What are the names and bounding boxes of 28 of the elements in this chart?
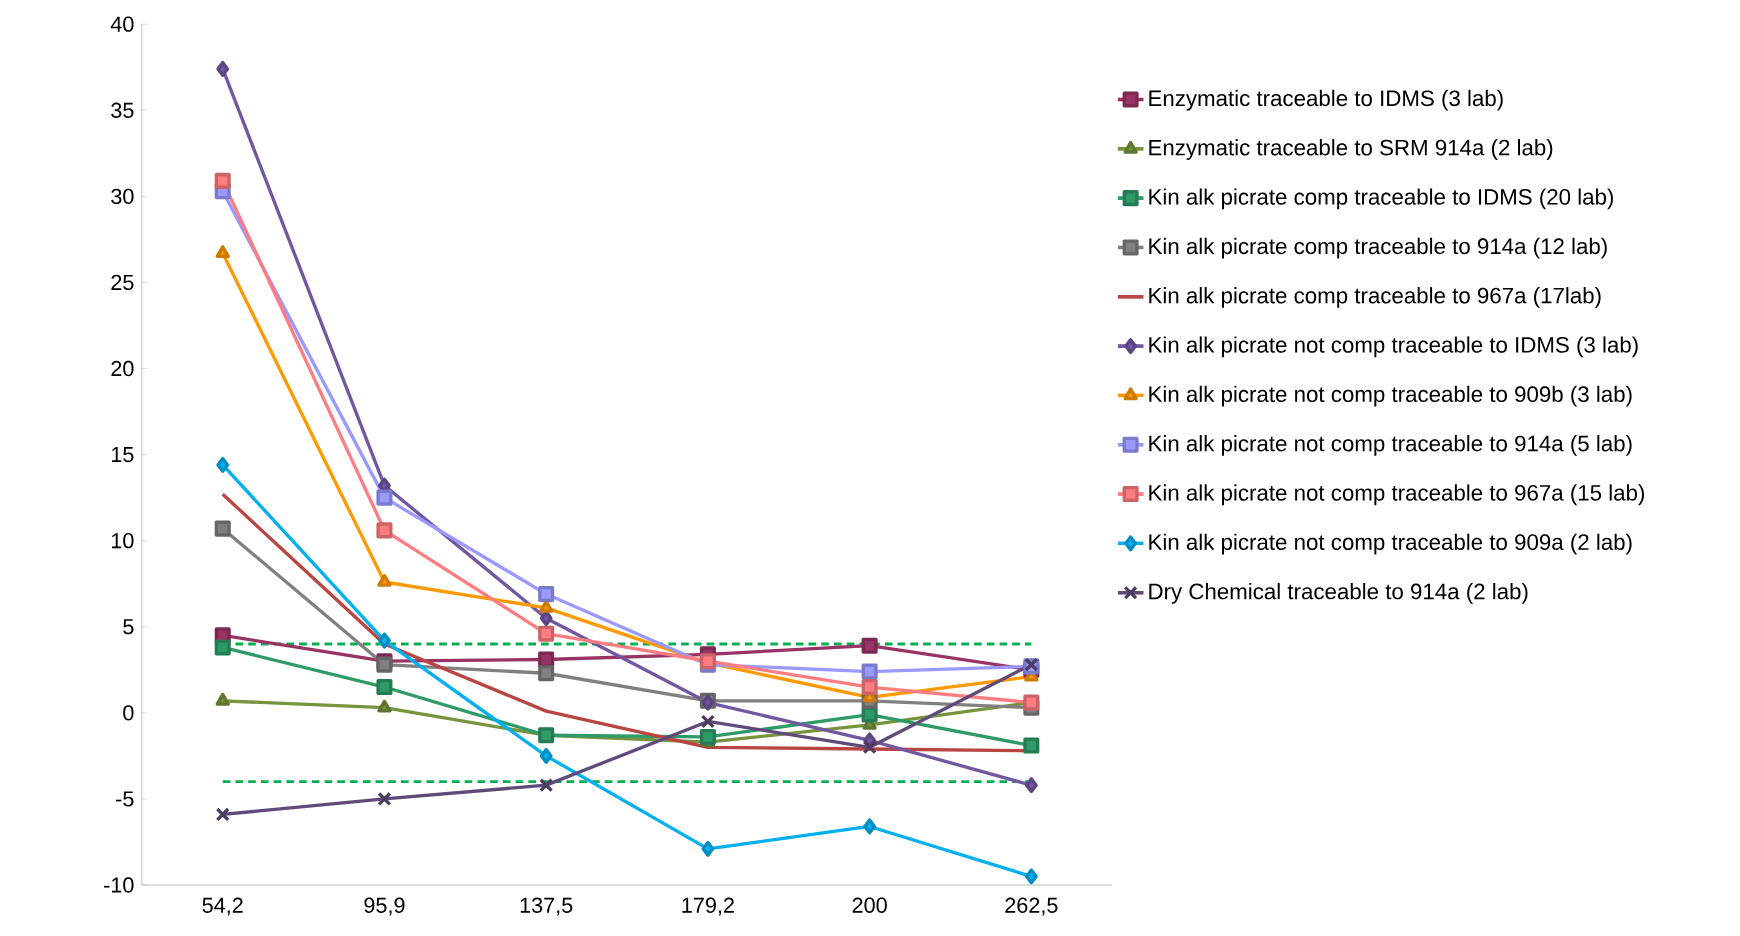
x-tick-label: 262,5 [1005, 897, 1058, 916]
y-tick-label: 5 [123, 619, 134, 635]
x-tick-label: 95,9 [364, 897, 405, 916]
y-tick-label: 25 [111, 274, 134, 291]
legend-label: Kin alk picrate not comp traceable to 914a (5 lab) [1149, 435, 1632, 456]
legend-label: Kin alk picrate comp traceable to IDMS (20 lab) [1149, 188, 1613, 210]
y-tick-label: -10 [104, 877, 134, 893]
y-tick-label: 0 [123, 705, 134, 721]
legend-label: Kin alk picrate not comp traceable to IDMS (3 lab) [1149, 336, 1638, 358]
x-tick-label: 200 [852, 897, 887, 913]
legend-label: Kin alk picrate not comp traceable to 967a (15 lab) [1149, 484, 1644, 506]
x-tick-label: 137,5 [520, 897, 573, 916]
legend-label: Enzymatic traceable to SRM 914a (2 lab) [1149, 139, 1553, 160]
legend-label: Kin alk picrate not comp traceable to 909b (3 lab) [1149, 385, 1632, 407]
x-tick-label: 179,2 [682, 897, 734, 916]
legend-label: Kin alk picrate not comp traceable to 909a (2 lab) [1149, 533, 1632, 555]
y-tick-label: 10 [111, 533, 134, 549]
y-tick-label: 35 [111, 102, 134, 118]
legend-label: Enzymatic traceable to IDMS (3 lab) [1149, 89, 1503, 111]
legend-label: Kin alk picrate comp traceable to 967a (17lab) [1149, 287, 1601, 308]
y-tick-label: 20 [111, 360, 134, 377]
y-tick-label: 30 [111, 188, 134, 205]
legend-label: Kin alk picrate comp traceable to 914a (12 lab) [1149, 237, 1607, 259]
y-tick-label: -5 [116, 791, 134, 807]
x-tick-label: 54,2 [202, 897, 243, 916]
y-tick-label: 40 [110, 16, 134, 32]
y-tick-label: 15 [111, 447, 134, 463]
legend-label: Dry Chemical traceable to 914a (2 lab) [1149, 583, 1528, 604]
